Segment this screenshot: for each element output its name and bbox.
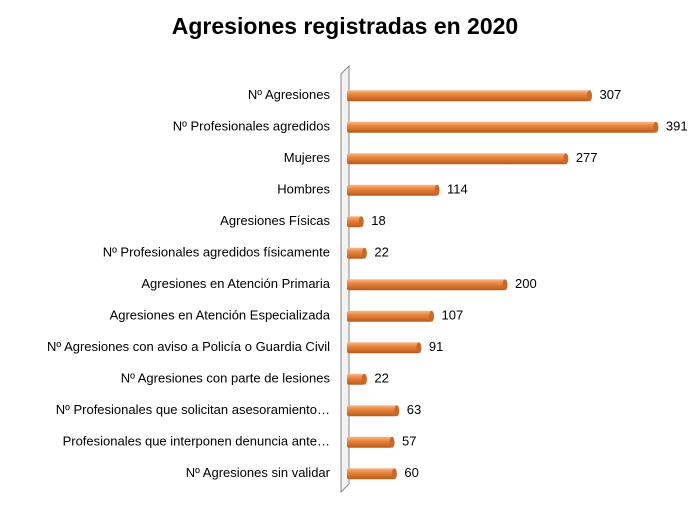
data-label: 22 [374, 245, 388, 260]
data-label: 114 [447, 182, 468, 197]
y-tick-label: Nº Profesionales agredidos físicamente [103, 245, 330, 260]
y-tick-label: Agresiones en Atención Especializada [110, 308, 331, 323]
bar [347, 342, 419, 354]
bar-end [389, 436, 395, 448]
bar-end [587, 90, 593, 102]
bar [347, 468, 395, 480]
bar-end [429, 310, 435, 322]
bar-end [653, 121, 659, 133]
data-label: 107 [442, 308, 464, 323]
bar [347, 247, 365, 259]
bar [347, 153, 566, 165]
bar-end [434, 184, 440, 196]
y-tick-label: Agresiones Físicas [220, 213, 330, 228]
y-tick-label: Nº Profesionales que solicitan asesorami… [56, 402, 330, 417]
data-label: 18 [371, 213, 385, 228]
data-label: 307 [600, 87, 622, 102]
data-label: 60 [404, 465, 418, 480]
bar-end [391, 468, 397, 480]
y-tick-label: Hombres [277, 182, 330, 197]
y-tick-label: Mujeres [284, 150, 331, 165]
bar [347, 184, 438, 196]
bar [347, 279, 505, 291]
y-tick-label: Profesionales que interponen denuncia an… [63, 434, 330, 449]
bar [347, 310, 432, 322]
bar-end [394, 405, 400, 417]
data-label: 91 [429, 339, 443, 354]
data-label: 57 [402, 434, 416, 449]
bar-end [361, 373, 367, 385]
bar-end [416, 342, 422, 354]
bar-end [358, 216, 364, 228]
y-tick-label: Agresiones en Atención Primaria [141, 276, 330, 291]
y-tick-label: Nº Agresiones con aviso a Policía o Guar… [47, 339, 330, 354]
axis-wall [340, 64, 350, 494]
data-label: 200 [515, 276, 537, 291]
bar [347, 90, 590, 102]
y-tick-label: Nº Agresiones [248, 87, 331, 102]
bar [347, 436, 393, 448]
y-tick-label: Nº Agresiones sin validar [186, 465, 331, 480]
data-label: 63 [407, 402, 421, 417]
chart-title: Agresiones registradas en 2020 [172, 13, 518, 39]
bar [347, 121, 656, 133]
data-label: 391 [666, 119, 688, 134]
y-tick-label: Nº Profesionales agredidos [173, 119, 331, 134]
bar [347, 405, 397, 417]
bar-end [361, 247, 367, 259]
bar [347, 373, 365, 385]
data-label: 22 [374, 371, 388, 386]
bar-end [563, 153, 569, 165]
data-label: 277 [576, 150, 598, 165]
bar-end [502, 279, 508, 291]
y-tick-label: Nº Agresiones con parte de lesiones [121, 371, 331, 386]
bar [347, 216, 362, 228]
